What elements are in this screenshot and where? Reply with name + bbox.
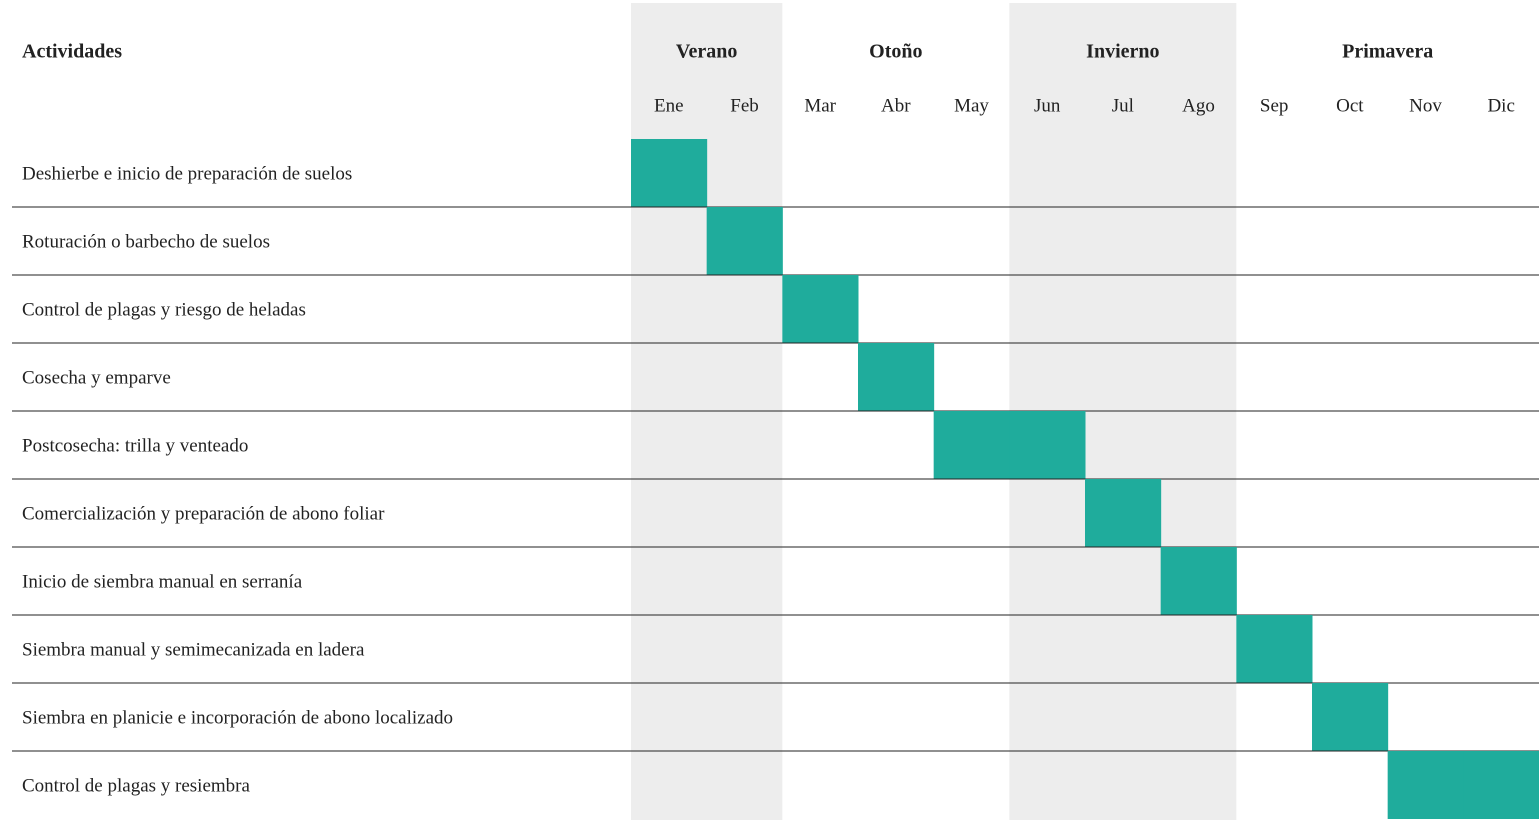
activity-label: Siembra manual y semimecanizada en lader…: [22, 639, 365, 660]
activity-label: Inicio de siembra manual en serranía: [22, 571, 303, 592]
activity-bar: [933, 411, 1010, 479]
activity-label: Control de plagas y riesgo de heladas: [22, 299, 306, 320]
activity-bar: [1085, 479, 1162, 547]
activity-bar: [1463, 751, 1539, 819]
activity-label: Cosecha y emparve: [22, 367, 171, 388]
activity-bar: [706, 207, 783, 275]
activity-bar: [1387, 751, 1464, 819]
month-label: Abr: [881, 95, 911, 116]
month-label: Dic: [1487, 95, 1514, 116]
activity-bar: [1160, 547, 1237, 615]
month-label: Oct: [1336, 95, 1364, 116]
activity-bar: [1312, 683, 1389, 751]
month-label: Ene: [654, 95, 684, 116]
header-title: Actividades: [22, 41, 122, 63]
season-label: Primavera: [1342, 41, 1433, 63]
activity-bar: [782, 275, 859, 343]
activity-label: Deshierbe e inicio de preparación de sue…: [22, 163, 352, 184]
activity-bar: [631, 139, 708, 207]
season-label: Otoño: [869, 41, 922, 63]
month-label: May: [954, 95, 989, 116]
season-label: Invierno: [1086, 41, 1159, 63]
month-label: Ago: [1182, 95, 1215, 116]
activity-bar: [858, 343, 935, 411]
activity-label: Siembra en planicie e incorporación de a…: [22, 707, 453, 728]
season-label: Verano: [676, 41, 737, 63]
activity-label: Comercialización y preparación de abono …: [22, 503, 385, 524]
activity-bar: [1236, 615, 1313, 683]
month-label: Nov: [1409, 95, 1442, 116]
activity-label: Roturación o barbecho de suelos: [22, 231, 270, 252]
month-label: Jun: [1034, 95, 1061, 116]
month-label: Sep: [1260, 95, 1289, 116]
activity-bar: [1009, 411, 1086, 479]
month-label: Mar: [804, 95, 836, 116]
activity-label: Control de plagas y resiembra: [22, 775, 251, 796]
month-label: Jul: [1112, 95, 1134, 116]
month-label: Feb: [730, 95, 759, 116]
activity-label: Postcosecha: trilla y venteado: [22, 435, 248, 456]
